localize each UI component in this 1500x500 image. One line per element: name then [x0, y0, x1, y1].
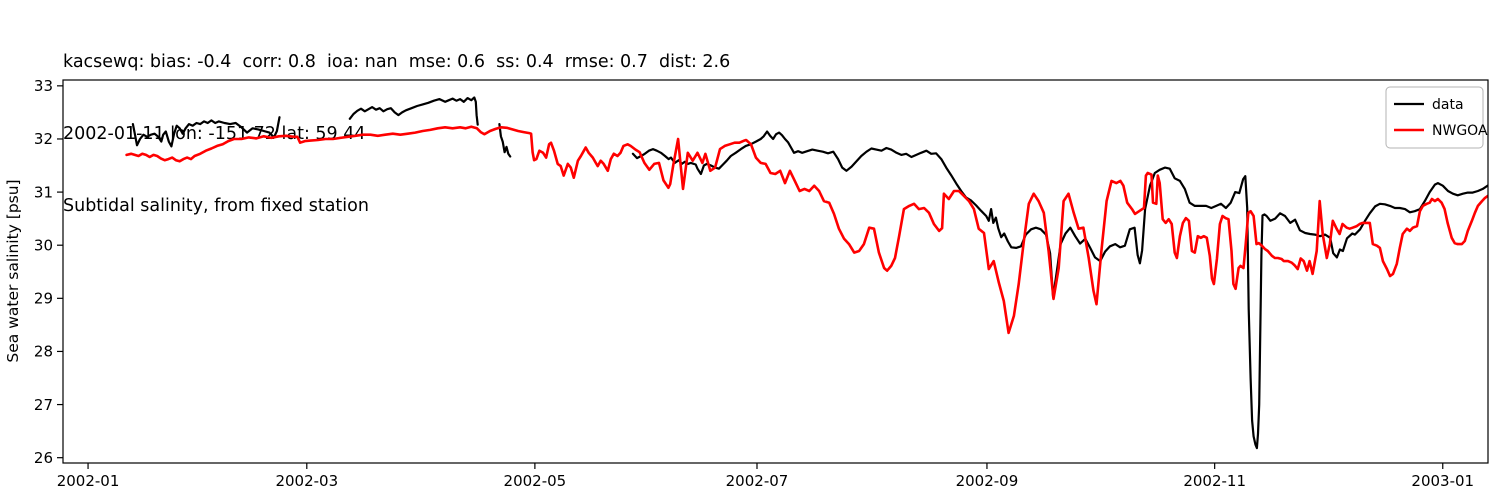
legend: data NWGOA [1385, 86, 1488, 149]
figure-title: Subtidal salinity, from fixed station [63, 196, 369, 216]
legend-box [1385, 86, 1484, 149]
figure-header: kacsewq: bias: -0.4 corr: 0.8 ioa: nan m… [63, 2, 730, 266]
y-tick-label: 31 [34, 183, 53, 201]
x-tick-label: 2002-03 [275, 472, 338, 490]
series-line-nwgoa [125, 125, 1488, 335]
y-axis-ticks: 26 27 28 29 30 31 32 33 [34, 77, 63, 467]
y-tick-label: 32 [34, 130, 53, 148]
x-axis-ticks: 2002-01 2002-03 2002-05 2002-07 2002-09 2002-… [57, 463, 1474, 490]
plot-frame [62, 79, 1489, 464]
series-line-data [631, 130, 1488, 450]
y-axis-label: Sea water salinity [psu] [4, 179, 22, 362]
x-tick-label: 2002-07 [726, 472, 789, 490]
y-tick-label: 30 [34, 236, 53, 254]
x-tick-label: 2002-09 [956, 472, 1019, 490]
x-tick-label: 2002-11 [1183, 472, 1246, 490]
series-line-data [498, 122, 512, 158]
y-tick-label: 27 [34, 396, 53, 414]
legend-label-nwgoa: NWGOA [1432, 123, 1488, 139]
series-line-data [131, 116, 281, 148]
y-tick-label: 29 [34, 290, 53, 308]
y-tick-label: 28 [34, 343, 53, 361]
y-tick-label: 26 [34, 449, 53, 467]
x-tick-label: 2002-05 [504, 472, 567, 490]
plot-series [125, 96, 1488, 450]
legend-label-data: data [1432, 97, 1464, 113]
y-tick-label: 33 [34, 77, 53, 95]
series-line-data [348, 96, 479, 126]
x-tick-label: 2003-01 [1411, 472, 1474, 490]
x-tick-label: 2002-01 [57, 472, 120, 490]
header-stats-line: kacsewq: bias: -0.4 corr: 0.8 ioa: nan m… [63, 52, 731, 72]
